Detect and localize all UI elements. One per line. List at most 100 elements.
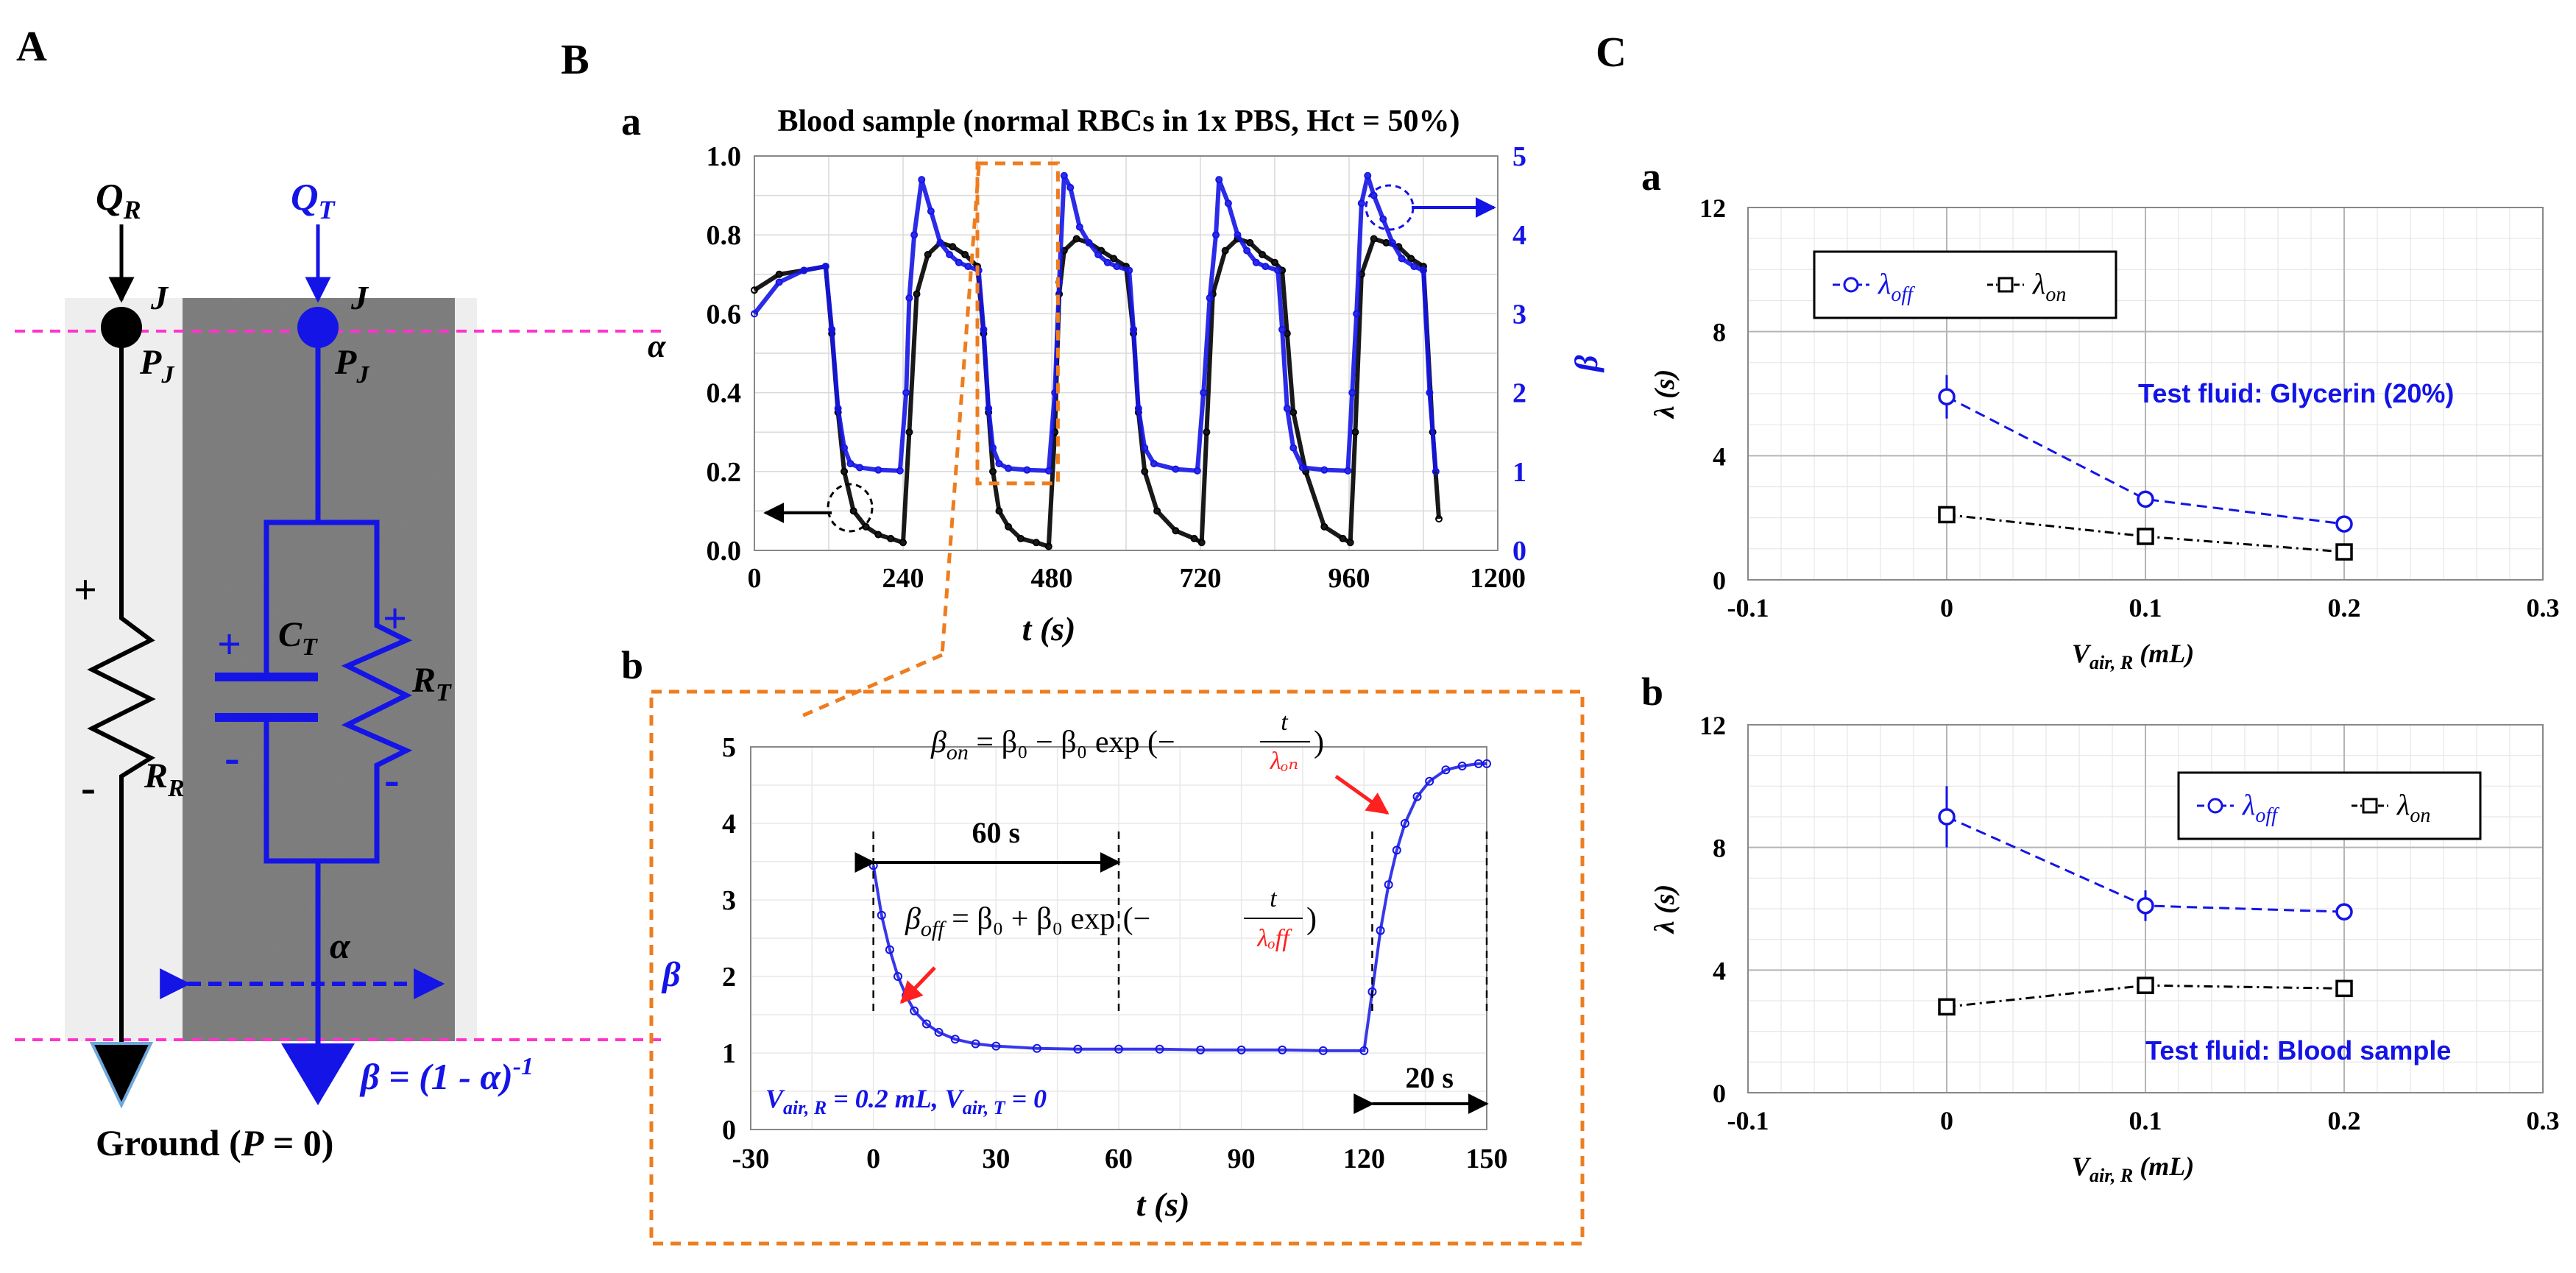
data-point: [894, 972, 902, 981]
y-tick-label-left: 0.2: [707, 457, 742, 488]
y-tick-label-left: 0.6: [707, 299, 742, 330]
data-point: [950, 1035, 960, 1044]
chart-B-b-ylabel: β: [661, 955, 681, 994]
data-point: [1044, 467, 1052, 475]
data-point: [1044, 542, 1052, 550]
y-tick-label-right: 4: [1512, 220, 1526, 251]
data-point: [995, 460, 1003, 468]
y-tick-label: 4: [1713, 956, 1726, 985]
y-axis-label: λ (s): [1649, 884, 1680, 935]
chart-B-a-title: Blood sample (normal RBCs in 1x PBS, Hct…: [778, 104, 1460, 138]
x-tick-label: 1200: [1470, 563, 1526, 594]
condition-label: Vair, R = 0.2 mL, Vair, T = 0: [765, 1084, 1047, 1118]
x-tick-label: 0.1: [2129, 1106, 2162, 1135]
plot-frame: [1747, 724, 2544, 1093]
test-fluid-annotation: Test fluid: Blood sample: [2145, 1035, 2451, 1065]
data-point: [1441, 765, 1451, 775]
data-point: [1357, 199, 1365, 208]
x-tick-label: 240: [882, 563, 924, 594]
data-point: [989, 467, 997, 475]
panel-label-Bb: b: [621, 643, 643, 687]
data-point: [1420, 266, 1427, 274]
x-tick-label: -0.1: [1727, 593, 1769, 623]
QT-label: QT: [291, 177, 336, 224]
x-tick-label: 0.3: [2527, 1106, 2560, 1135]
data-point: [1032, 1043, 1041, 1053]
data-point: [1298, 464, 1306, 472]
x-axis-label: Vair, R (mL): [2072, 639, 2194, 673]
data-point: [885, 945, 894, 954]
data-point: [1482, 759, 1491, 768]
y-tick-label-right: 5: [1512, 141, 1526, 172]
x-tick-label: 90: [1228, 1143, 1256, 1174]
data-point: [949, 243, 957, 251]
data-point: [1103, 258, 1111, 266]
plot-frame: [754, 155, 1498, 551]
equation-on-numerator: t: [1281, 709, 1289, 736]
panel-label-Cb: b: [1641, 670, 1663, 714]
data-point: [1073, 1044, 1083, 1054]
legend-marker: [1998, 277, 2014, 293]
data-point: [1274, 266, 1282, 274]
data-point: [1289, 444, 1298, 452]
data-point: [1141, 467, 1149, 475]
annotation-circle-alpha: [827, 483, 874, 533]
data-point: [1032, 539, 1040, 547]
legend-box: [2177, 771, 2482, 840]
x-tick-label: 960: [1328, 563, 1370, 594]
y-tick-label-left: 1.0: [707, 141, 742, 172]
y-tick-label: 2: [722, 962, 736, 993]
y-axis-label: λ (s): [1649, 369, 1680, 419]
data-point: [1376, 926, 1385, 935]
zoom-region-box: [975, 161, 1060, 486]
y-tick-label: 12: [1699, 194, 1726, 223]
data-point: [1392, 845, 1401, 855]
RR-minus: -: [81, 763, 96, 812]
series-line-off: [1946, 395, 2345, 525]
y-tick-label-left: 0.8: [707, 220, 742, 251]
data-point: [751, 286, 758, 294]
data-point: [1203, 428, 1211, 436]
x-tick-label: 0: [748, 563, 762, 594]
data-point: [1289, 408, 1298, 416]
data-point: [1085, 238, 1093, 247]
alpha-label: α: [330, 925, 351, 966]
legend-box: [1813, 250, 2117, 319]
data-point: [1407, 255, 1415, 263]
data-point: [927, 208, 935, 216]
QR-label: QR: [96, 177, 141, 224]
data-point: [1353, 310, 1361, 318]
panel-label-Ba: a: [621, 99, 641, 143]
data-point: [955, 258, 963, 266]
data-point: [1060, 171, 1068, 180]
data-point: [1150, 460, 1158, 468]
data-point: [874, 466, 882, 474]
data-point: [1252, 258, 1260, 266]
y-tick-label-right: 1: [1512, 457, 1526, 488]
data-point: [1197, 539, 1206, 547]
data-point: [1370, 235, 1378, 243]
data-point: [1384, 880, 1393, 890]
data-point: [1278, 325, 1287, 333]
ground-label: Ground (P = 0): [96, 1122, 333, 1163]
data-point: [1271, 258, 1278, 266]
data-point: [1379, 215, 1387, 223]
data-point: [1262, 263, 1270, 271]
data-point: [834, 405, 842, 413]
RR-plus: +: [74, 567, 97, 613]
equation-beta-off: βoff = β₀ + β₀ exp (−: [905, 902, 1150, 941]
data-point: [874, 531, 882, 539]
data-point: [1153, 507, 1161, 515]
data-point: [946, 251, 954, 258]
span-label-20s: 20 s: [1405, 1061, 1454, 1094]
data-point: [1388, 238, 1396, 247]
data-point: [1400, 819, 1409, 828]
data-point: [1016, 534, 1025, 542]
equation-beta-on: βon = β₀ − β₀ exp (−: [930, 726, 1175, 765]
marker-on: [2335, 979, 2353, 998]
data-point: [1134, 405, 1142, 413]
marker-off: [2137, 490, 2154, 508]
x-tick-label: 150: [1466, 1143, 1508, 1174]
x-tick-label: 480: [1031, 563, 1073, 594]
